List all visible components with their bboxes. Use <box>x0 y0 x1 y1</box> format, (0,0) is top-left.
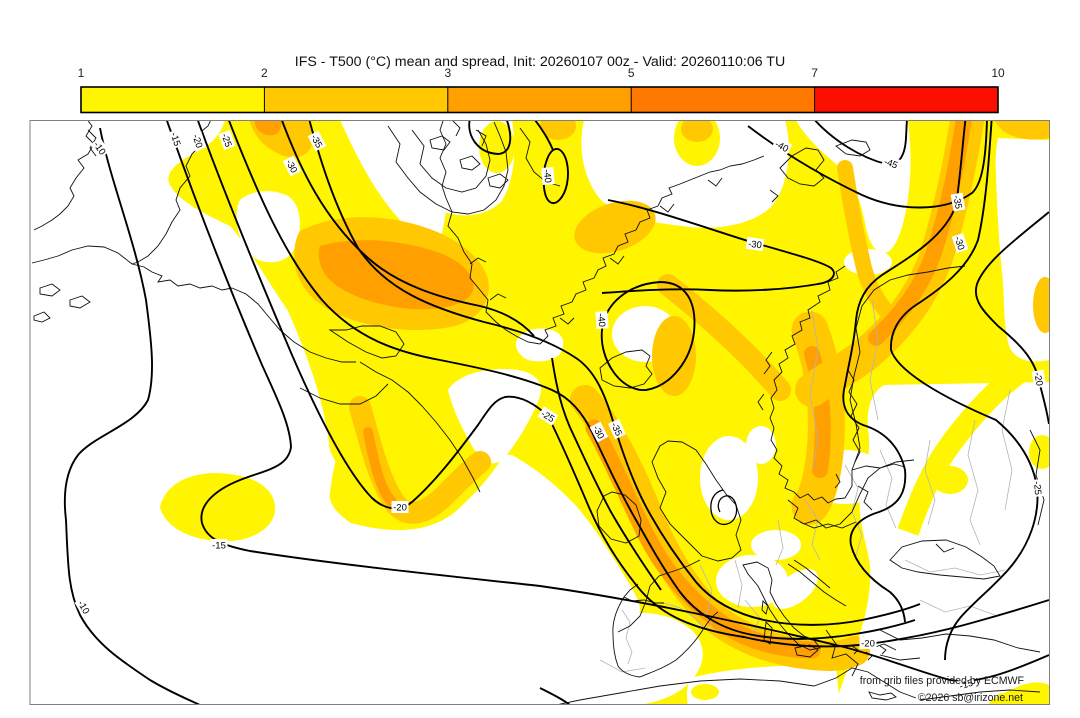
svg-text:-20: -20 <box>1031 371 1044 386</box>
svg-text:-25: -25 <box>219 132 234 149</box>
svg-text:-15: -15 <box>168 131 183 147</box>
svg-text:5: 5 <box>628 66 635 80</box>
svg-text:-15: -15 <box>212 541 226 552</box>
svg-text:-30: -30 <box>952 235 967 251</box>
svg-text:-40: -40 <box>541 169 553 184</box>
svg-text:-20: -20 <box>190 133 205 149</box>
svg-text:IFS - T500 (°C) mean and sprea: IFS - T500 (°C) mean and spread, Init: 2… <box>295 54 785 70</box>
svg-text:-30: -30 <box>747 239 762 252</box>
svg-text:1: 1 <box>78 66 85 80</box>
svg-text:-35: -35 <box>608 421 624 438</box>
svg-text:-15: -15 <box>958 678 974 693</box>
svg-text:-40: -40 <box>595 313 607 328</box>
svg-text:©2026 sb@irizone.net: ©2026 sb@irizone.net <box>918 692 1023 704</box>
svg-text:-35: -35 <box>950 194 963 209</box>
svg-text:-45: -45 <box>882 156 899 171</box>
svg-text:-20: -20 <box>861 639 875 650</box>
svg-text:2: 2 <box>261 66 268 80</box>
svg-text:10: 10 <box>991 66 1005 80</box>
svg-text:-25: -25 <box>1031 481 1043 496</box>
svg-text:-20: -20 <box>393 503 407 514</box>
svg-text:from grib files provided by EC: from grib files provided by ECMWF <box>860 675 1025 687</box>
svg-text:7: 7 <box>811 66 818 80</box>
svg-text:3: 3 <box>444 66 451 80</box>
